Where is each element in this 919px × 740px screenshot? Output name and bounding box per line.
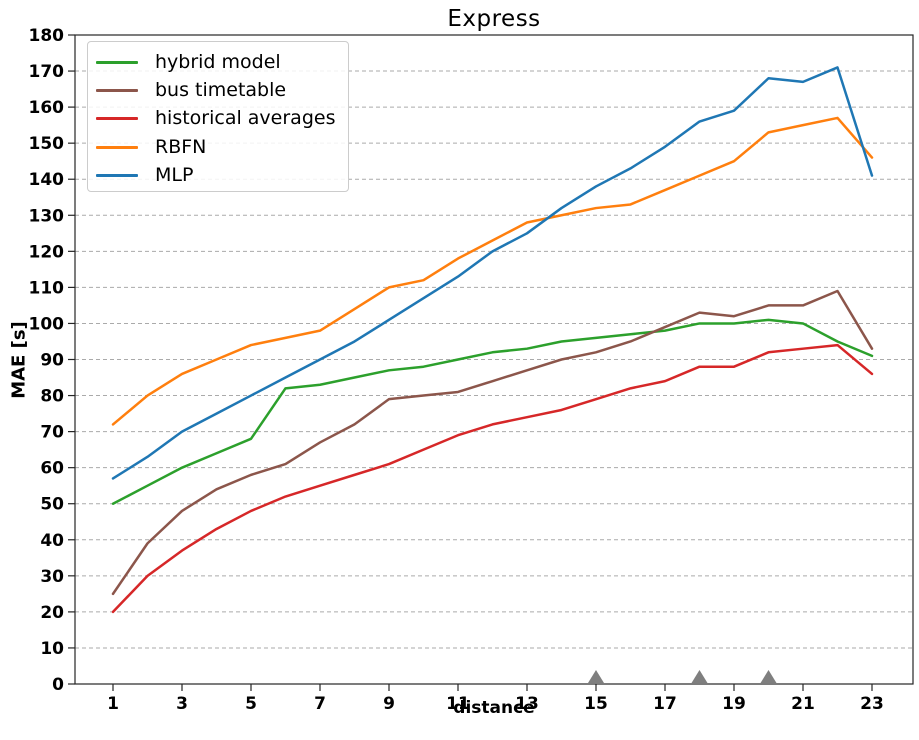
legend-item-label: bus timetable [155,79,287,102]
axis-marker-triangle [588,670,604,683]
legend-item-label: hybrid model [155,50,281,73]
y-tick-label: 120 [29,242,65,262]
legend-item-label: RBFN [155,135,207,158]
y-tick-label: 80 [40,387,64,407]
y-tick-label: 130 [29,206,65,226]
x-tick-label: 1 [107,694,119,714]
x-tick-label: 9 [383,694,395,714]
y-tick-label: 50 [40,495,64,515]
axis-marker-triangle [760,670,777,683]
x-axis-label: distance [453,698,535,718]
series-line-hybrid-model [111,318,874,505]
legend-line-sample [96,89,138,93]
y-tick-label: 10 [40,639,64,659]
x-tick-label: 5 [245,694,257,714]
axis-marker-triangle [691,670,708,683]
x-tick-label: 23 [860,694,884,714]
y-tick-label: 40 [40,531,64,551]
y-tick-label: 180 [29,26,65,46]
legend-item-bus-timetable: bus timetable [96,76,348,104]
series-line-MLP [111,66,874,480]
x-tick-label: 19 [722,694,746,714]
x-tick-label: 13 [515,694,539,714]
x-tick-label: 3 [176,694,188,714]
x-tick-label: 17 [653,694,677,714]
y-axis-ticks: 0 10 20 30 40 50 60 70 80 90 100 110 120 130 140 150 160… [29,26,75,695]
x-tick-label: 15 [584,694,608,714]
legend-item-RBFN: RBFN [96,133,348,161]
x-axis-ticks: 1 3 5 7 9 11 13 15 17 19 21 23 [107,684,884,714]
legend-item-MLP: MLP [96,162,348,190]
y-tick-label: 60 [40,459,64,479]
x-tick-label: 21 [791,694,815,714]
y-tick-label: 20 [40,603,64,623]
y-axis-label: MAE [s] [8,321,30,399]
legend-item-label: MLP [155,164,194,187]
legend-line-sample [96,174,138,178]
y-tick-label: 70 [40,423,64,443]
y-tick-label: 100 [29,314,65,334]
legend-line-sample [96,117,138,121]
y-tick-label: 140 [29,170,65,190]
legend: hybrid model bus timetable historical aver… [87,41,349,192]
series-line-RBFN [111,116,874,426]
x-tick-label: 11 [446,694,470,714]
y-tick-label: 150 [29,134,65,154]
chart-title: Express [447,6,541,32]
y-tick-label: 30 [40,567,64,587]
legend-item-label: historical averages [155,107,336,130]
legend-line-sample [96,60,138,64]
legend-item-hybrid-model: hybrid model [96,48,348,76]
legend-line-sample [96,145,138,149]
legend-item-historical-averages: historical averages [96,105,348,133]
x-tick-label: 7 [314,694,326,714]
y-tick-label: 170 [29,62,65,82]
y-tick-label: 90 [40,351,64,371]
series-line-bus-timetable [111,289,874,596]
y-tick-label: 160 [29,98,65,118]
series-line-historical-averages [111,343,874,614]
y-tick-label: 110 [29,278,65,298]
y-tick-label: 0 [52,675,64,695]
